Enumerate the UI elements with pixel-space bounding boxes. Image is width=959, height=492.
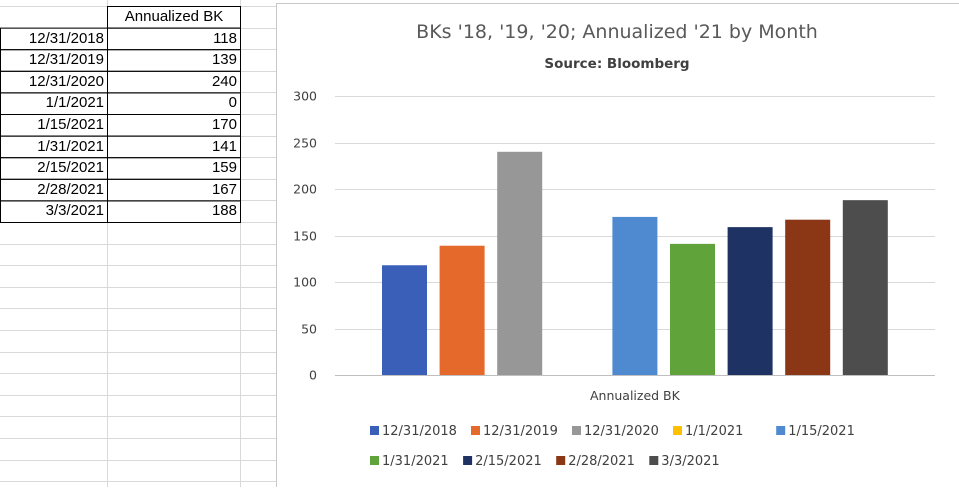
table-cell-value[interactable]: 139 bbox=[211, 51, 237, 69]
legend-swatch bbox=[572, 426, 581, 435]
bar-12-31-2019[interactable] bbox=[439, 245, 485, 375]
table-cell-date[interactable]: 2/15/2021 bbox=[37, 159, 104, 177]
bar-chart: BKs '18, '19, '20; Annualized '21 by Mon… bbox=[293, 21, 935, 469]
chart-title: BKs '18, '19, '20; Annualized '21 by Mon… bbox=[416, 21, 818, 43]
table-cell-date[interactable]: 3/3/2021 bbox=[45, 202, 104, 220]
y-tick-label: 250 bbox=[293, 136, 317, 151]
legend-swatch bbox=[776, 426, 786, 435]
legend-label[interactable]: 12/31/2019 bbox=[483, 424, 558, 439]
y-tick-label: 300 bbox=[293, 89, 317, 104]
bar-3-3-2021[interactable] bbox=[842, 200, 888, 375]
legend-label[interactable]: 12/31/2020 bbox=[584, 424, 659, 439]
bar-12-31-2020[interactable] bbox=[497, 151, 543, 375]
table-cell-value[interactable]: 167 bbox=[211, 180, 237, 198]
legend-swatch bbox=[370, 456, 379, 465]
legend-swatch bbox=[649, 456, 659, 465]
table-cell-date[interactable]: 12/31/2018 bbox=[28, 29, 104, 47]
table-cell-value[interactable]: 188 bbox=[211, 202, 237, 220]
y-tick-label: 0 bbox=[309, 368, 317, 383]
y-tick-label: 50 bbox=[301, 322, 317, 337]
chart-subtitle: Source: Bloomberg bbox=[544, 56, 689, 72]
y-tick-label: 100 bbox=[293, 275, 317, 290]
chart-panel[interactable]: BKs '18, '19, '20; Annualized '21 by Mon… bbox=[276, 3, 959, 487]
y-tick-label: 200 bbox=[293, 182, 317, 197]
legend-swatch bbox=[463, 456, 473, 465]
table-cell-date[interactable]: 12/31/2019 bbox=[28, 51, 104, 69]
table-cell-date[interactable]: 1/15/2021 bbox=[37, 116, 104, 133]
table-cell-value[interactable]: 170 bbox=[211, 116, 237, 133]
table-cell-value[interactable]: 159 bbox=[211, 159, 237, 177]
table-cell-value[interactable]: 240 bbox=[211, 72, 237, 90]
bar-12-31-2018[interactable] bbox=[382, 265, 427, 375]
legend-label[interactable]: 1/1/2021 bbox=[685, 424, 743, 439]
table-cell-date[interactable]: 2/28/2021 bbox=[37, 180, 104, 198]
table-cell-date[interactable]: 1/31/2021 bbox=[37, 137, 104, 155]
y-tick-label: 150 bbox=[293, 229, 317, 244]
legend-label[interactable]: 2/28/2021 bbox=[568, 454, 635, 469]
table-cell-value[interactable]: 118 bbox=[213, 29, 237, 47]
table-cell-date[interactable]: 12/31/2020 bbox=[28, 72, 104, 90]
table-header-annualized-bk[interactable]: Annualized BK bbox=[124, 8, 224, 25]
legend-swatch bbox=[673, 426, 682, 435]
legend-swatch bbox=[471, 426, 480, 435]
table-cell-value[interactable]: 141 bbox=[211, 137, 237, 155]
bar-2-28-2021[interactable] bbox=[785, 219, 831, 375]
legend-swatch bbox=[556, 456, 566, 465]
x-category-label: Annualized BK bbox=[590, 388, 681, 403]
legend-swatch bbox=[370, 426, 379, 435]
table-cell-value[interactable]: 0 bbox=[228, 94, 237, 112]
bar-2-15-2021[interactable] bbox=[727, 227, 773, 375]
bar-1-15-2021[interactable] bbox=[612, 216, 658, 375]
legend-label[interactable]: 1/15/2021 bbox=[788, 424, 855, 439]
legend-label[interactable]: 12/31/2018 bbox=[382, 424, 457, 439]
bar-1-31-2021[interactable] bbox=[670, 243, 715, 375]
table-cell-date[interactable]: 1/1/2021 bbox=[45, 94, 104, 112]
legend-label[interactable]: 1/31/2021 bbox=[382, 454, 449, 469]
legend-label[interactable]: 2/15/2021 bbox=[475, 454, 542, 469]
legend-label[interactable]: 3/3/2021 bbox=[661, 454, 719, 469]
